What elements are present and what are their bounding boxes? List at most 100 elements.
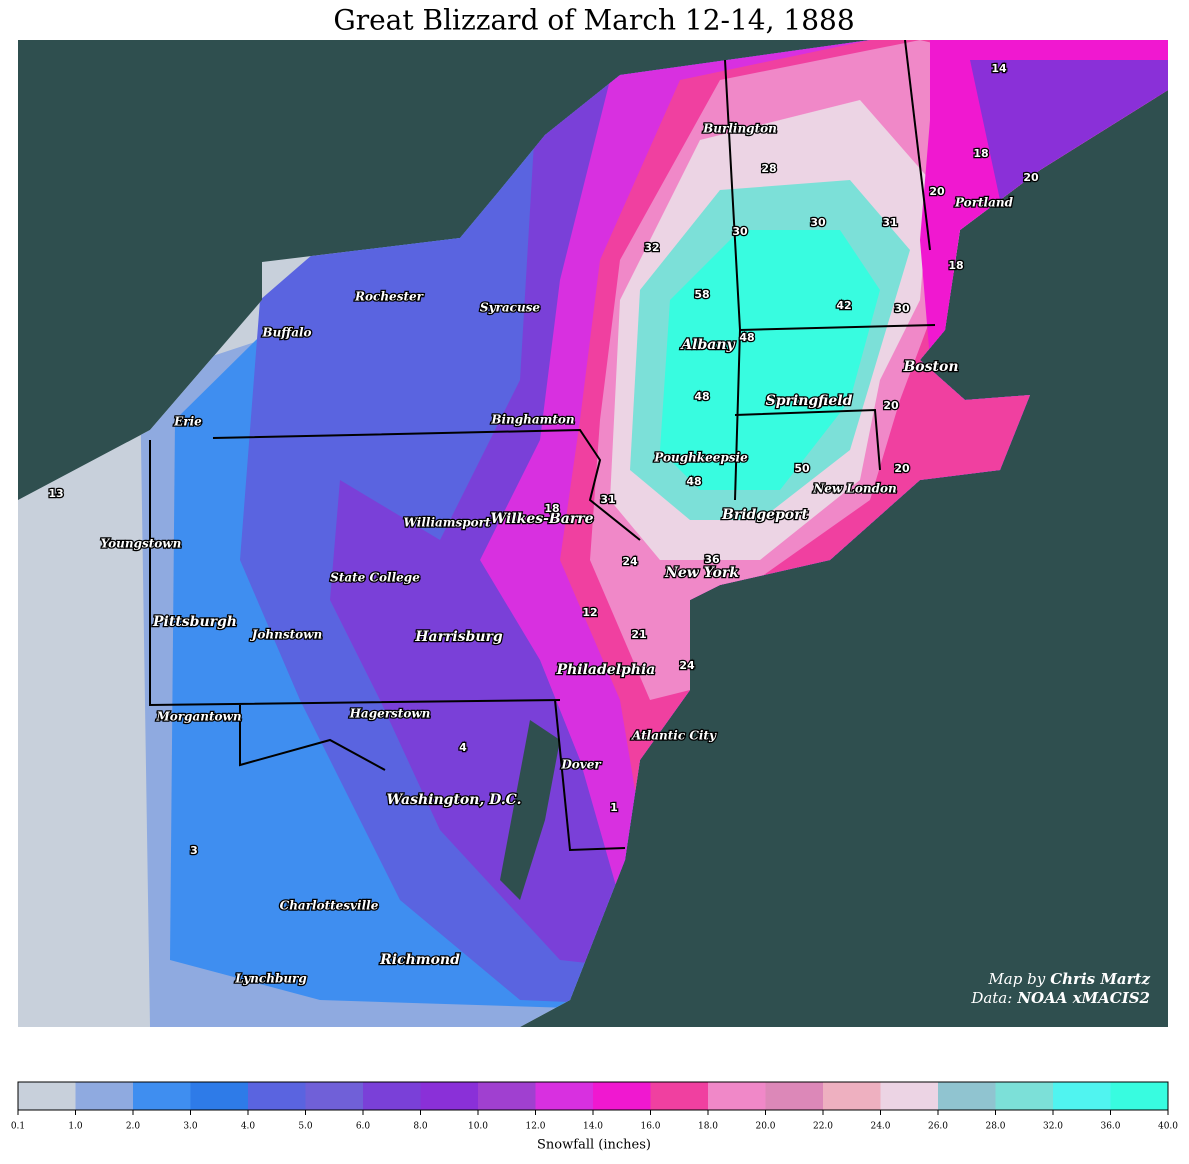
city-label: Washington, D.C. xyxy=(387,792,522,808)
city-label: Rochester xyxy=(354,290,425,304)
snowfall-value: 32 xyxy=(644,241,659,254)
colorbar-tick-label: 18.0 xyxy=(698,1122,718,1132)
credit-line: Data: NOAA xMACIS2 xyxy=(970,989,1150,1007)
snowfall-value: 20 xyxy=(894,462,910,475)
snowfall-value: 21 xyxy=(631,628,646,641)
city-label: Wilkes-Barre xyxy=(491,511,594,527)
city-label: Youngstown xyxy=(101,537,182,551)
colorbar-tick-label: 8.0 xyxy=(413,1122,428,1132)
snowfall-value: 58 xyxy=(694,288,709,301)
colorbar-tick-label: 16.0 xyxy=(640,1122,660,1132)
city-label: New London xyxy=(812,482,896,496)
snowfall-value: 20 xyxy=(883,399,899,412)
snowfall-value: 3 xyxy=(190,844,198,857)
snowfall-value: 18 xyxy=(973,147,988,160)
snowfall-value: 4 xyxy=(459,741,467,754)
colorbar-tick-label: 36.0 xyxy=(1100,1122,1120,1132)
credit-text: Map by xyxy=(987,970,1045,988)
city-label: Richmond xyxy=(379,952,460,968)
colorbar-tick-label: 6.0 xyxy=(356,1122,371,1132)
snowfall-value: 30 xyxy=(894,302,910,315)
snowfall-value: 24 xyxy=(622,555,638,568)
colorbar-bin xyxy=(650,1082,708,1110)
city-label: Burlington xyxy=(702,122,777,136)
colorbar-tick-label: 0.1 xyxy=(11,1122,25,1132)
city-label: Binghamton xyxy=(490,413,574,427)
colorbar-bin xyxy=(133,1082,191,1110)
colorbar-tick-label: 4.0 xyxy=(241,1122,256,1132)
snowfall-value: 48 xyxy=(739,331,754,344)
city-label: Syracuse xyxy=(480,301,541,315)
colorbar-bin xyxy=(995,1082,1053,1110)
colorbar-tick-label: 1.0 xyxy=(68,1122,83,1132)
snowfall-value: 30 xyxy=(732,225,748,238)
colorbar-bin xyxy=(1110,1082,1168,1110)
colorbar-tick-label: 40.0 xyxy=(1158,1122,1178,1132)
snowfall-value: 48 xyxy=(686,475,701,488)
colorbar-tick-label: 22.0 xyxy=(813,1122,833,1132)
city-label: Bridgeport xyxy=(721,507,809,523)
colorbar-tick-label: 28.0 xyxy=(985,1122,1005,1132)
city-label: Lynchburg xyxy=(234,972,307,986)
city-label: Erie xyxy=(173,415,202,429)
colorbar-tick-label: 26.0 xyxy=(928,1122,948,1132)
colorbar-tick-label: 14.0 xyxy=(583,1122,603,1132)
colorbar-bin xyxy=(938,1082,996,1110)
city-label: Johnstown xyxy=(250,628,323,642)
colorbar-tick-label: 3.0 xyxy=(183,1122,198,1132)
city-label: Dover xyxy=(560,758,602,772)
colorbar-bin xyxy=(75,1082,133,1110)
city-label: Morgantown xyxy=(155,710,241,724)
colorbar-bin xyxy=(478,1082,536,1110)
snowfall-value: 28 xyxy=(761,162,776,175)
colorbar-bin xyxy=(535,1082,593,1110)
snowfall-value: 18 xyxy=(544,502,559,515)
colorbar-bin xyxy=(823,1082,881,1110)
credit-text: Data: xyxy=(970,989,1012,1007)
credit-text: NOAA xMACIS2 xyxy=(1016,989,1150,1007)
colorbar-label: Snowfall (inches) xyxy=(537,1138,651,1153)
snowfall-value: 31 xyxy=(882,216,897,229)
snowfall-value: 30 xyxy=(810,216,826,229)
colorbar-bin xyxy=(18,1082,76,1110)
chesapeake-bay xyxy=(500,720,560,900)
colorbar-bin xyxy=(1053,1082,1111,1110)
snowfall-value: 20 xyxy=(929,185,945,198)
map xyxy=(18,40,1168,1027)
colorbar-bin xyxy=(420,1082,478,1110)
colorbar-bin xyxy=(305,1082,363,1110)
colorbar-tick-label: 10.0 xyxy=(468,1122,488,1132)
colorbar-tick-label: 2.0 xyxy=(126,1122,141,1132)
colorbar-bin xyxy=(708,1082,766,1110)
city-label: Poughkeepsie xyxy=(653,451,748,465)
city-label: New York xyxy=(664,565,739,581)
snowfall-value: 42 xyxy=(836,299,851,312)
colorbar-bin xyxy=(363,1082,421,1110)
city-label: Springfield xyxy=(766,393,853,409)
city-label: Pittsburgh xyxy=(152,614,237,630)
colorbar-bin xyxy=(765,1082,823,1110)
colorbar-bin xyxy=(593,1082,651,1110)
city-label: Boston xyxy=(902,359,958,375)
credit-text: Chris Martz xyxy=(1050,970,1150,988)
city-label: Charlottesville xyxy=(280,899,379,913)
city-label: State College xyxy=(330,571,420,585)
snowfall-value: 48 xyxy=(694,390,709,403)
snowfall-value: 50 xyxy=(794,462,810,475)
snowfall-value: 20 xyxy=(1023,171,1039,184)
city-label: Atlantic City xyxy=(631,729,717,743)
colorbar: 0.1 1.0 2.0 3.0 4.0 5.0 6.0 8.0 10.0 12.0 14.0 16.0… xyxy=(11,1081,1178,1132)
labels: Burlington Portland Rochester Syracuse Buffa… xyxy=(47,61,1150,1007)
snowfall-value: 31 xyxy=(600,493,615,506)
city-label: Philadelphia xyxy=(556,662,656,678)
credit-line: Map by Chris Martz xyxy=(987,970,1150,988)
snowfall-value: 24 xyxy=(679,659,695,672)
colorbar-bin xyxy=(880,1082,938,1110)
colorbar-tick-label: 12.0 xyxy=(525,1122,545,1132)
colorbar-tick-label: 20.0 xyxy=(755,1122,775,1132)
snowfall-value: 18 xyxy=(948,259,963,272)
colorbar-tick-label: 24.0 xyxy=(870,1122,890,1132)
city-label: Buffalo xyxy=(261,326,311,340)
snowfall-value: 12 xyxy=(582,606,597,619)
